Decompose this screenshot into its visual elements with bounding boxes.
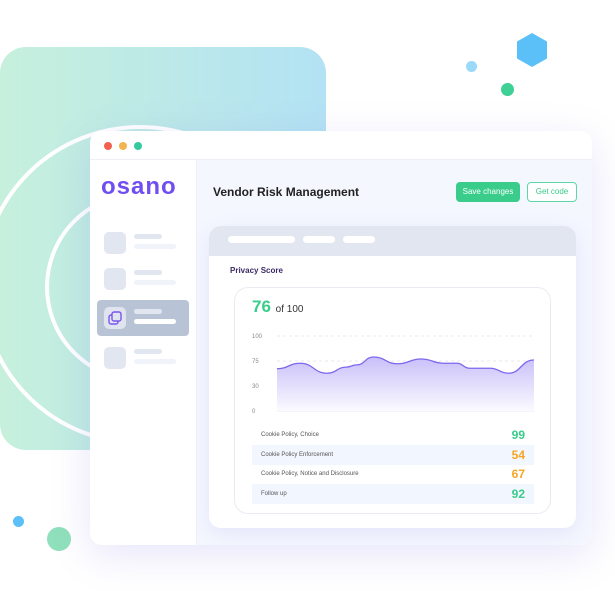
close-dot[interactable] xyxy=(104,142,112,150)
maximize-dot[interactable] xyxy=(134,142,142,150)
chart-line xyxy=(276,356,535,374)
row-label: Follow up xyxy=(261,490,287,497)
title-bar xyxy=(90,131,592,160)
placeholder-icon xyxy=(104,232,126,254)
y-tick-label: 100 xyxy=(252,334,263,340)
score-row: Follow up 92 xyxy=(252,483,534,504)
get-code-button[interactable]: Get code xyxy=(527,182,577,202)
sidebar-item[interactable] xyxy=(97,225,189,261)
y-tick-label: 30 xyxy=(252,384,259,390)
row-label: Cookie Policy Enforcement xyxy=(261,451,334,458)
card-header xyxy=(209,226,576,256)
score-panel: 76 of 100 100 75 30 0 Cookie Policy, Choice… xyxy=(234,287,551,514)
app-window: osano Vendor Risk Management Save change… xyxy=(90,131,592,545)
decor-dot xyxy=(501,83,514,96)
score-row: Cookie Policy Enforcement 54 xyxy=(252,444,534,465)
y-tick-label: 0 xyxy=(252,409,256,415)
placeholder-icon xyxy=(104,268,126,290)
row-label: Cookie Policy, Choice xyxy=(261,432,319,438)
row-label: Cookie Policy, Notice and Disclosure xyxy=(261,471,359,477)
score-row: Cookie Policy, Choice 99 xyxy=(252,425,534,445)
minimize-dot[interactable] xyxy=(119,142,127,150)
decor-dot xyxy=(13,516,24,527)
save-changes-button[interactable]: Save changes xyxy=(456,182,520,202)
row-value: 54 xyxy=(511,447,525,462)
sidebar-item[interactable] xyxy=(97,261,189,297)
page-title: Vendor Risk Management xyxy=(213,185,360,199)
y-tick-label: 75 xyxy=(252,359,259,365)
logo: osano xyxy=(101,173,177,200)
section-title: Privacy Score xyxy=(230,266,283,275)
score-row: Cookie Policy, Notice and Disclosure 67 xyxy=(252,464,534,484)
sidebar-item-active[interactable] xyxy=(97,300,189,336)
placeholder-icon xyxy=(104,347,126,369)
row-value: 67 xyxy=(511,467,525,481)
score-value: 76 of 100 xyxy=(252,297,304,316)
row-value: 92 xyxy=(511,486,525,501)
decor-dot xyxy=(466,61,477,72)
chart-area xyxy=(277,357,534,411)
score-chart: 100 75 30 0 xyxy=(252,334,535,415)
copy-icon xyxy=(104,307,126,329)
sidebar: osano xyxy=(90,160,197,545)
main-content: Vendor Risk Management Save changes Get … xyxy=(197,160,592,545)
decor-dot xyxy=(47,527,71,551)
privacy-score-card: Privacy Score 76 of 100 100 75 30 0 Cookie … xyxy=(209,226,576,528)
hexagon-decor-icon xyxy=(517,33,547,67)
row-value: 99 xyxy=(511,428,525,442)
sidebar-item[interactable] xyxy=(97,340,189,376)
